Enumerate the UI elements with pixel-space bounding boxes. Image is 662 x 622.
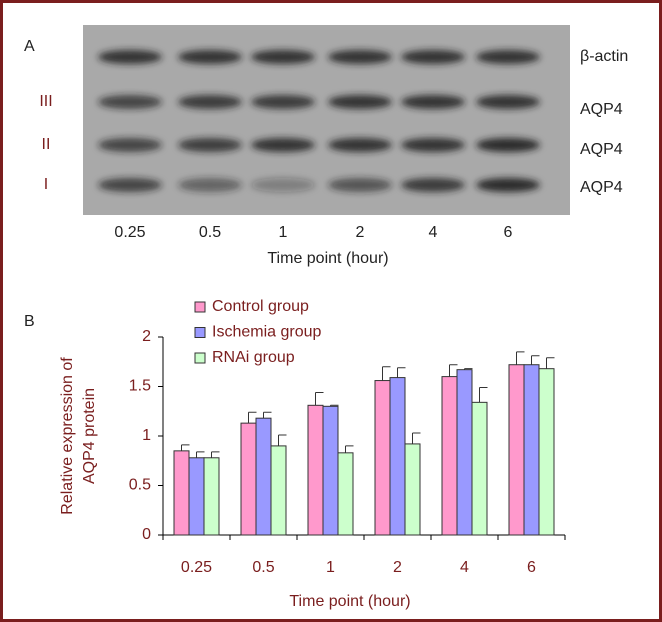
error-bar	[263, 411, 272, 419]
bar	[441, 376, 458, 536]
blot-time-label: 6	[504, 224, 513, 241]
bar	[456, 369, 473, 536]
bar	[188, 457, 205, 536]
blot-band	[251, 50, 315, 64]
x-axis-label: Time point (hour)	[289, 593, 410, 610]
blot-band	[401, 50, 465, 64]
blot-band	[476, 138, 540, 152]
bar	[240, 422, 257, 536]
blot-band	[98, 50, 162, 64]
legend-swatch	[194, 352, 206, 364]
blot-band	[328, 178, 392, 192]
blot-band	[178, 178, 242, 192]
error-bar	[546, 357, 555, 369]
blot-band	[98, 178, 162, 192]
bar	[203, 457, 220, 536]
band-label: β-actin	[580, 48, 628, 65]
error-bar	[345, 445, 354, 453]
blot-time-label: 4	[429, 224, 438, 241]
blot-time-label: 0.5	[199, 224, 221, 241]
bar	[255, 417, 272, 536]
blot-band	[328, 50, 392, 64]
legend-label: Ischemia group	[212, 324, 321, 341]
bar	[508, 364, 525, 536]
x-tick-label: 6	[527, 559, 536, 576]
legend-label: Control group	[212, 298, 309, 315]
y-tick-label: 1.5	[129, 378, 151, 395]
blot-band	[401, 178, 465, 192]
blot-band	[251, 95, 315, 109]
blot-band	[178, 138, 242, 152]
bar	[538, 368, 555, 536]
error-bar	[397, 367, 406, 378]
x-tick-label: 1	[326, 559, 335, 576]
blot-band	[328, 138, 392, 152]
y-axis-label: Relative expression of	[59, 357, 76, 515]
blot-band	[476, 50, 540, 64]
panel-label: A	[24, 38, 35, 55]
bar	[374, 380, 391, 536]
band-label: AQP4	[580, 179, 623, 196]
bar	[307, 404, 324, 536]
blot-band	[178, 50, 242, 64]
blot-band	[178, 95, 242, 109]
x-tick-label: 0.5	[252, 559, 274, 576]
error-bar	[278, 434, 287, 446]
bar	[270, 445, 287, 536]
y-axis-label: AQP4 protein	[81, 388, 98, 484]
group-label: III	[39, 93, 52, 110]
blot-time-label: 2	[356, 224, 365, 241]
blot-band	[328, 95, 392, 109]
error-bar	[196, 451, 205, 458]
bar	[471, 401, 488, 536]
legend-label: RNAi group	[212, 349, 295, 366]
error-bar	[531, 355, 540, 365]
bar	[173, 450, 190, 536]
blot-band	[251, 138, 315, 152]
bar	[322, 405, 339, 536]
bar	[337, 452, 354, 536]
blot-time-label: 1	[279, 224, 288, 241]
y-tick-label: 1	[142, 427, 151, 444]
bar	[404, 443, 421, 536]
blot-time-label: 0.25	[114, 224, 145, 241]
panel-label: B	[24, 313, 35, 330]
bar	[389, 377, 406, 536]
error-bar	[330, 404, 339, 407]
band-label: AQP4	[580, 101, 623, 118]
error-bar	[211, 451, 220, 458]
error-bar	[479, 386, 488, 403]
y-tick-label: 2	[142, 328, 151, 345]
error-bar	[412, 432, 421, 444]
x-tick-label: 4	[460, 559, 469, 576]
error-bar	[181, 444, 190, 451]
blot-band	[98, 95, 162, 109]
error-bar	[382, 366, 391, 381]
legend-swatch	[194, 327, 206, 338]
y-tick-label: 0.5	[129, 477, 151, 494]
blot-band	[98, 138, 162, 152]
blot-band	[476, 95, 540, 109]
bar	[523, 364, 540, 536]
error-bar	[449, 364, 458, 377]
error-bar	[315, 391, 324, 406]
blot-band	[401, 95, 465, 109]
error-bar	[248, 411, 257, 424]
error-bar	[464, 368, 473, 370]
group-label: II	[42, 136, 51, 153]
x-tick-label: 0.25	[181, 559, 212, 576]
blot-band	[476, 178, 540, 192]
x-tick-label: 2	[393, 559, 402, 576]
blot-band	[251, 178, 315, 192]
y-tick-label: 0	[142, 526, 151, 543]
western-blot	[83, 25, 570, 215]
band-label: AQP4	[580, 141, 623, 158]
legend-swatch	[194, 301, 206, 313]
blot-band	[401, 138, 465, 152]
group-label: I	[44, 176, 48, 193]
blot-x-label: Time point (hour)	[267, 250, 388, 267]
error-bar	[516, 351, 525, 365]
